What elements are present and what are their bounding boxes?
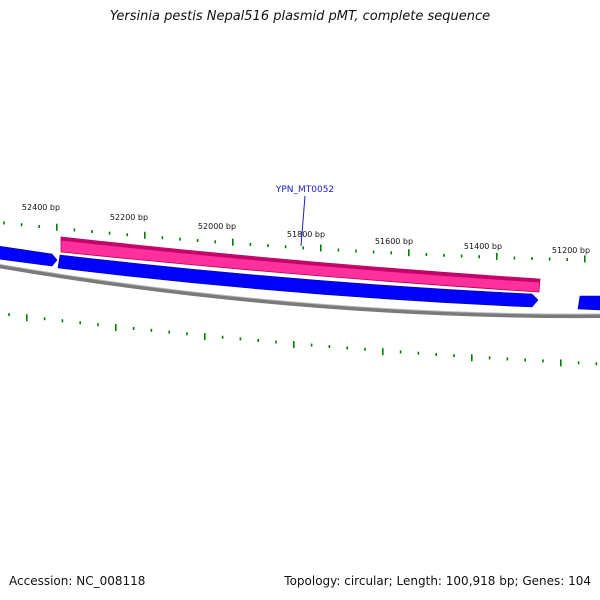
ruler-label-52200: 52200 bp — [110, 213, 148, 222]
reverse-gene-ypn-mt0052-shade — [60, 237, 541, 283]
ruler-ticks — [3, 221, 586, 263]
map-title: Yersinia pestis Nepal516 plasmid pMT, co… — [109, 9, 491, 24]
forward-gene-middle[interactable] — [57, 254, 539, 308]
sequence-summary-text: Topology: circular; Length: 100,918 bp; … — [284, 574, 591, 588]
ruler-label-51200: 51200 bp — [552, 246, 590, 255]
ruler-label-51600: 51600 bp — [375, 237, 413, 246]
forward-gene-right[interactable] — [577, 295, 600, 311]
forward-gene-left[interactable] — [0, 245, 58, 267]
ruler-label-52000: 52000 bp — [198, 222, 236, 231]
sequence-backbone-highlight — [0, 263, 600, 315]
accession-text: Accession: NC_008118 — [9, 574, 146, 588]
ruler-label-52400: 52400 bp — [22, 203, 60, 212]
gene-label-ypn-mt0052[interactable]: YPN_MT0052 — [275, 185, 334, 195]
ruler-label-51800: 51800 bp — [287, 230, 325, 239]
sequence-backbone — [0, 264, 600, 319]
gene-label-leader — [300, 195, 306, 247]
gc-content-ticks — [8, 313, 598, 367]
ruler-label-51400: 51400 bp — [464, 242, 502, 251]
